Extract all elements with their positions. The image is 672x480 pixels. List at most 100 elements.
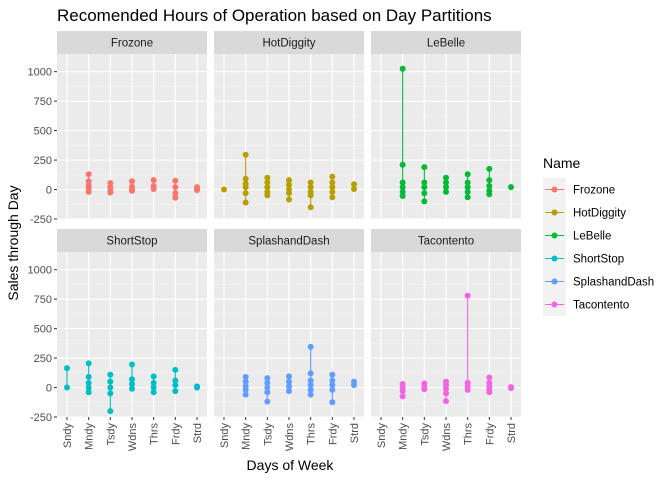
data-point [329, 399, 336, 406]
data-point [264, 192, 271, 199]
x-tick-label: Strd [349, 423, 361, 443]
data-point [329, 194, 336, 201]
data-point [486, 165, 493, 172]
data-point [264, 398, 271, 405]
data-point [307, 192, 314, 199]
x-tick-label: Wdns [284, 423, 296, 452]
data-point [486, 177, 493, 184]
data-point [264, 184, 271, 191]
facet-strip-label: SplashandDash [248, 236, 329, 248]
data-point [443, 385, 449, 392]
data-point [399, 179, 406, 186]
data-point [486, 374, 493, 381]
data-point [107, 390, 114, 397]
data-point [486, 389, 493, 396]
x-tick-label: Thrs [463, 423, 475, 446]
data-point [486, 183, 493, 189]
data-point [329, 371, 336, 378]
data-point [107, 180, 114, 187]
data-point [172, 388, 179, 395]
data-point [307, 184, 314, 191]
legend-item-lebelle: LeBelle [543, 224, 611, 247]
data-point [150, 384, 157, 391]
data-point [242, 184, 249, 191]
legend-key-point [551, 186, 558, 193]
data-point [129, 381, 135, 387]
y-tick-label: 500 [34, 125, 52, 137]
data-point [307, 377, 314, 384]
y-tick-label: -250 [30, 214, 52, 226]
y-tick-label: 250 [34, 353, 52, 365]
x-tick-label: Mndy [398, 423, 410, 450]
data-point [221, 186, 227, 193]
data-point [508, 385, 514, 392]
data-point [85, 188, 92, 195]
x-axis-title: Days of Week [247, 457, 335, 473]
data-point [107, 408, 114, 415]
data-point [172, 177, 179, 184]
data-point [464, 194, 471, 201]
data-point [286, 388, 292, 395]
data-point [150, 373, 157, 380]
data-point [107, 189, 114, 196]
data-point [286, 190, 292, 197]
legend-item-splashanddash: SplashandDash [543, 270, 654, 293]
y-tick-label: 500 [34, 323, 52, 335]
x-tick-label: Sndy [62, 423, 74, 449]
data-point [172, 366, 179, 373]
data-point [85, 171, 92, 178]
legend-key-point [551, 301, 558, 308]
data-point [307, 391, 314, 398]
legend-key-point [551, 278, 558, 285]
data-point [329, 179, 336, 186]
data-point [242, 151, 249, 158]
data-point [399, 388, 406, 395]
x-tick-label: Tsdy [419, 423, 431, 446]
y-tick-label: 0 [46, 184, 52, 196]
x-tick-label: Tsdy [105, 423, 117, 446]
data-point [129, 385, 135, 392]
data-point [150, 379, 157, 386]
data-point [172, 190, 179, 197]
panel-frozone: Frozone -250 0 250 500 750 1000 [28, 31, 207, 226]
facet-strip [371, 31, 521, 54]
data-point [464, 179, 471, 186]
data-point [194, 384, 200, 391]
data-point [286, 181, 292, 188]
y-tick-label: 1000 [28, 264, 52, 276]
y-axis-title: Sales through Day [5, 185, 21, 300]
data-point [85, 178, 92, 185]
data-point [85, 379, 92, 386]
data-point [307, 370, 314, 377]
facet-strip [57, 31, 207, 54]
data-point [421, 184, 428, 191]
x-tick-label: Mndy [84, 423, 96, 450]
y-tick-label: 250 [34, 155, 52, 167]
data-point [107, 371, 114, 378]
data-point [443, 390, 449, 397]
data-point [129, 178, 135, 185]
data-point [421, 164, 428, 171]
data-point [129, 187, 135, 194]
panel-splashanddash: SplashandDash Sndy Mndy Tsdy Wdns Thrs Frdy Str… [214, 229, 364, 451]
data-point [421, 190, 428, 197]
data-point [172, 194, 179, 201]
data-point [443, 174, 449, 181]
x-tick-label: Thrs [306, 423, 318, 446]
data-point [399, 161, 406, 168]
facet-strip [214, 31, 364, 54]
data-point [486, 191, 493, 198]
facet-strip-label: HotDiggity [262, 38, 315, 50]
data-point [329, 377, 336, 384]
legend-item-frozone: Frozone [543, 178, 615, 201]
x-tick-label: Strd [506, 423, 518, 443]
x-tick-label: Frdy [327, 423, 339, 446]
data-point [286, 378, 292, 385]
x-tick-label: Wdns [441, 423, 453, 452]
legend: Name Frozone HotDiggity LeBelle ShortStop Sp… [543, 155, 654, 316]
y-tick-label: 750 [34, 294, 52, 306]
data-point [242, 391, 249, 398]
data-point [329, 382, 336, 389]
chart-title: Recomended Hours of Operation based on D… [57, 6, 492, 25]
data-point [329, 386, 336, 393]
